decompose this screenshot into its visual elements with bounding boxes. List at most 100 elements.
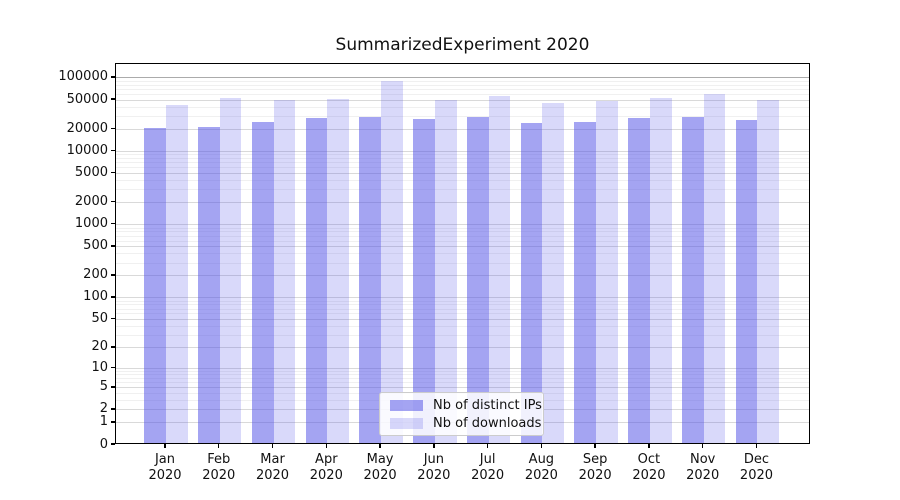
bar-distinct-ips-mar	[251, 121, 274, 443]
x-tick-mark	[755, 444, 758, 448]
gridline	[116, 382, 809, 384]
gridline	[116, 235, 809, 237]
x-tick-label: Dec 2020	[739, 452, 774, 483]
gridline	[116, 99, 809, 101]
y-tick-label: 500	[83, 238, 108, 254]
y-tick-mark	[111, 98, 115, 100]
gridline	[116, 128, 809, 130]
gridline	[116, 313, 809, 315]
bar-downloads-jun	[434, 100, 457, 443]
legend-label-distinct-ips: Nb of distinct IPs	[433, 397, 542, 413]
gridline	[116, 172, 809, 174]
y-tick-label: 100	[83, 289, 108, 305]
legend: Nb of distinct IPs Nb of downloads	[379, 392, 544, 436]
gridline	[116, 93, 809, 95]
x-tick-label: Jan 2020	[148, 452, 182, 483]
gridline	[116, 308, 809, 310]
y-tick-label: 200	[83, 267, 108, 283]
x-tick-mark	[648, 444, 650, 448]
y-tick-label: 1000	[74, 216, 108, 232]
y-tick-label: 10	[91, 360, 108, 376]
x-tick-label: Apr 2020	[309, 452, 343, 483]
bar-downloads-oct	[649, 98, 672, 443]
x-tick-label: Aug 2020	[524, 452, 558, 483]
bar-downloads-may	[381, 80, 403, 443]
gridline	[116, 374, 809, 376]
y-tick-label: 1	[99, 414, 108, 430]
gridline	[116, 297, 809, 299]
y-tick-label: 2	[99, 401, 108, 417]
plot-area	[115, 63, 810, 444]
y-tick-label: 5000	[74, 164, 108, 180]
y-tick-label: 10000	[66, 142, 108, 158]
gridline	[116, 253, 809, 255]
y-tick-label: 100000	[58, 69, 108, 85]
gridline	[116, 335, 809, 337]
bar-downloads-feb	[219, 97, 242, 443]
gridline	[116, 154, 809, 156]
x-tick-mark	[540, 444, 543, 448]
gridline	[116, 224, 809, 226]
bar-distinct-ips-sep	[574, 121, 597, 443]
x-tick-label: Mar 2020	[255, 452, 290, 483]
gridline	[116, 106, 809, 108]
x-tick-mark	[218, 444, 220, 448]
y-tick-mark	[111, 317, 115, 320]
gridline	[116, 275, 809, 277]
x-tick-mark	[433, 444, 435, 448]
x-tick-mark	[164, 444, 166, 448]
bar-distinct-ips-oct	[628, 118, 650, 443]
gridline	[116, 371, 809, 373]
y-tick-label: 0	[99, 436, 108, 452]
legend-swatch-distinct-ips	[390, 399, 423, 411]
bar-downloads-mar	[273, 99, 296, 443]
x-tick-label: Jul 2020	[471, 452, 505, 483]
gridline	[116, 158, 809, 159]
gridline	[116, 88, 809, 90]
x-tick-mark	[486, 444, 489, 448]
x-tick-label: Oct 2020	[632, 452, 666, 483]
gridline	[116, 326, 809, 328]
bar-downloads-jul	[488, 96, 511, 443]
gridline	[116, 378, 809, 380]
bar-distinct-ips-jul	[466, 117, 489, 443]
gridline	[116, 167, 809, 169]
y-tick-mark	[111, 366, 115, 369]
gridline	[116, 227, 809, 229]
y-tick-mark	[111, 408, 115, 410]
gridline	[116, 246, 809, 248]
gridline	[116, 262, 809, 264]
x-tick-mark	[594, 444, 596, 448]
bar-distinct-ips-jan	[144, 127, 166, 443]
gridline	[116, 319, 809, 321]
bar-downloads-jan	[166, 104, 188, 443]
gridline	[116, 150, 809, 152]
y-tick-label: 20	[91, 339, 108, 355]
y-tick-mark	[111, 386, 115, 388]
gridline	[116, 84, 809, 86]
y-tick-label: 5	[99, 379, 108, 395]
y-tick-mark	[111, 127, 115, 129]
y-tick-label: 50000	[66, 91, 108, 107]
gridline	[116, 240, 809, 242]
gridline	[116, 304, 809, 306]
x-tick-label: Jun 2020	[417, 452, 451, 483]
y-tick-mark	[111, 346, 115, 348]
gridline	[116, 77, 809, 79]
bar-downloads-aug	[542, 103, 565, 443]
gridline	[116, 300, 809, 302]
gridline	[116, 189, 809, 191]
chart-title: SummarizedExperiment 2020	[335, 35, 590, 55]
gridline	[116, 202, 809, 204]
y-tick-label: 2000	[74, 194, 108, 210]
legend-label-downloads: Nb of downloads	[433, 415, 542, 431]
gridline	[116, 368, 809, 370]
x-tick-label: Nov 2020	[686, 452, 720, 483]
x-tick-mark	[325, 444, 327, 448]
y-tick-mark	[111, 296, 115, 298]
x-tick-label: Feb 2020	[202, 452, 236, 483]
legend-item-distinct-ips: Nb of distinct IPs	[380, 398, 543, 413]
y-tick-mark	[111, 443, 115, 445]
bar-downloads-nov	[703, 93, 726, 443]
